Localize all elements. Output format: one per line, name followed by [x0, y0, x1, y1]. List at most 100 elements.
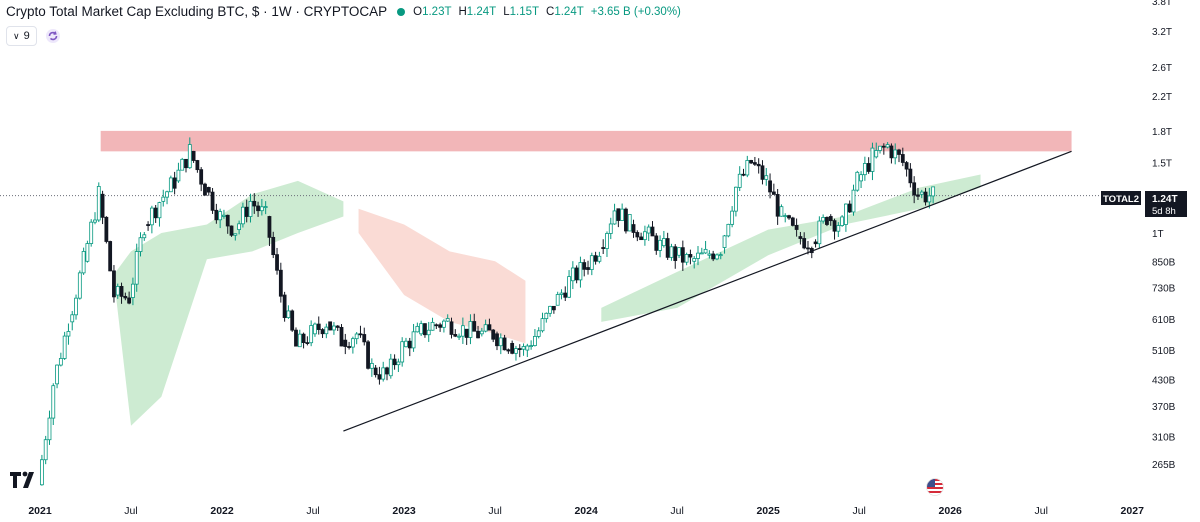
candle-body — [66, 331, 71, 337]
candle-body — [885, 144, 890, 148]
candle-body — [358, 333, 363, 336]
candle-body — [680, 247, 685, 263]
candle-body — [153, 207, 158, 219]
candle-body — [350, 338, 355, 348]
candle-body — [521, 346, 526, 350]
candle-body — [881, 145, 886, 148]
candle-body — [893, 149, 898, 159]
x-tick-label: Jul — [124, 505, 137, 517]
candle-body — [165, 191, 169, 198]
candle-body — [510, 342, 515, 354]
candle-body — [817, 220, 822, 245]
trendline[interactable] — [343, 150, 1072, 432]
candle-body — [734, 186, 738, 212]
candle-body — [479, 330, 484, 335]
candle-body — [259, 206, 264, 212]
candle-body — [559, 292, 564, 295]
refresh-icon[interactable] — [45, 28, 61, 44]
candle-body — [472, 321, 477, 332]
candle-body — [77, 272, 82, 299]
candle-body — [332, 325, 336, 331]
candle-body — [142, 234, 147, 239]
candle-body — [404, 340, 408, 348]
candle-body — [324, 326, 329, 335]
y-tick-label: 1T — [1152, 229, 1164, 240]
close-label: C — [546, 5, 555, 18]
candle-body — [711, 253, 716, 260]
x-tick-label: Jul — [488, 505, 501, 517]
candle-body — [897, 149, 901, 155]
candle-body — [483, 324, 488, 332]
candle-body — [309, 325, 314, 344]
candle-body — [608, 223, 613, 234]
candle-body — [639, 236, 644, 241]
candle-body — [749, 160, 753, 164]
candle-body — [161, 196, 166, 202]
time-axis[interactable]: 2021 Jul 2022 Jul 2023 Jul 2024 Jul 2025 Jul 2026 J… — [28, 505, 1144, 517]
price-axis[interactable]: 3.8T 3.2T 2.6T 2.2T 1.8T 1.5T 1T 850B 730B 610B 51… — [1152, 0, 1176, 471]
y-tick-label: 310B — [1152, 433, 1176, 444]
candle-body — [138, 237, 143, 252]
us-flag-icon[interactable] — [926, 478, 944, 496]
candle-body — [115, 286, 120, 296]
candle-body — [47, 417, 52, 441]
candle-body — [654, 235, 659, 251]
tradingview-logo-icon[interactable] — [10, 470, 38, 490]
candle-body — [184, 158, 188, 169]
candle-body — [195, 160, 200, 171]
x-tick-label: 2023 — [392, 505, 416, 517]
candle-body — [525, 345, 530, 351]
x-tick-label: Jul — [852, 505, 865, 517]
candle-body — [771, 191, 776, 195]
candle-body — [354, 333, 359, 340]
candle-body — [707, 253, 712, 256]
y-tick-label: 370B — [1152, 402, 1176, 413]
candle-body — [730, 210, 735, 225]
candle-body — [870, 147, 875, 172]
x-tick-label: 2026 — [939, 505, 963, 517]
candle-body — [252, 200, 257, 207]
candle-body — [722, 235, 727, 248]
candle-body — [798, 236, 803, 239]
y-tick-label: 430B — [1152, 376, 1176, 387]
candle-body — [586, 267, 590, 270]
candle-body — [131, 283, 135, 298]
indicators-toggle-button[interactable]: ∨ 9 — [6, 26, 37, 46]
candle-body — [574, 267, 579, 281]
y-tick-label: 265B — [1152, 460, 1176, 471]
candle-body — [134, 251, 139, 285]
candle-body — [385, 367, 389, 375]
candle-body — [294, 329, 298, 347]
candle-body — [859, 174, 863, 182]
candle-body — [347, 346, 351, 348]
candle-body — [244, 206, 249, 217]
cloud-band — [115, 180, 344, 426]
candle-body — [119, 286, 124, 297]
candle-body — [601, 247, 606, 249]
chart-header: Crypto Total Market Cap Excluding BTC, $… — [6, 4, 681, 19]
candle-body — [423, 323, 427, 336]
candle-body — [438, 324, 443, 328]
market-status-icon — [397, 7, 406, 16]
last-price-label: 1.24T — [1152, 194, 1178, 205]
candle-body — [335, 325, 340, 328]
candle-body — [328, 321, 333, 331]
candle-body — [442, 320, 446, 328]
candle-body — [187, 144, 192, 169]
candle-body — [533, 336, 537, 346]
candle-body — [878, 145, 882, 151]
low-value: 1.15T — [509, 5, 539, 18]
candle-body — [832, 220, 837, 232]
candle-body — [862, 163, 867, 176]
candle-body — [643, 231, 647, 241]
candle-body — [297, 333, 302, 348]
candle-body — [377, 374, 382, 380]
candle-body — [112, 270, 116, 298]
y-tick-label: 1.8T — [1152, 127, 1172, 138]
candle-body — [419, 323, 424, 335]
chart-title[interactable]: Crypto Total Market Cap Excluding BTC, $… — [6, 4, 388, 19]
candle-body — [593, 255, 598, 262]
candle-body — [366, 341, 370, 369]
candle-body — [741, 173, 746, 176]
